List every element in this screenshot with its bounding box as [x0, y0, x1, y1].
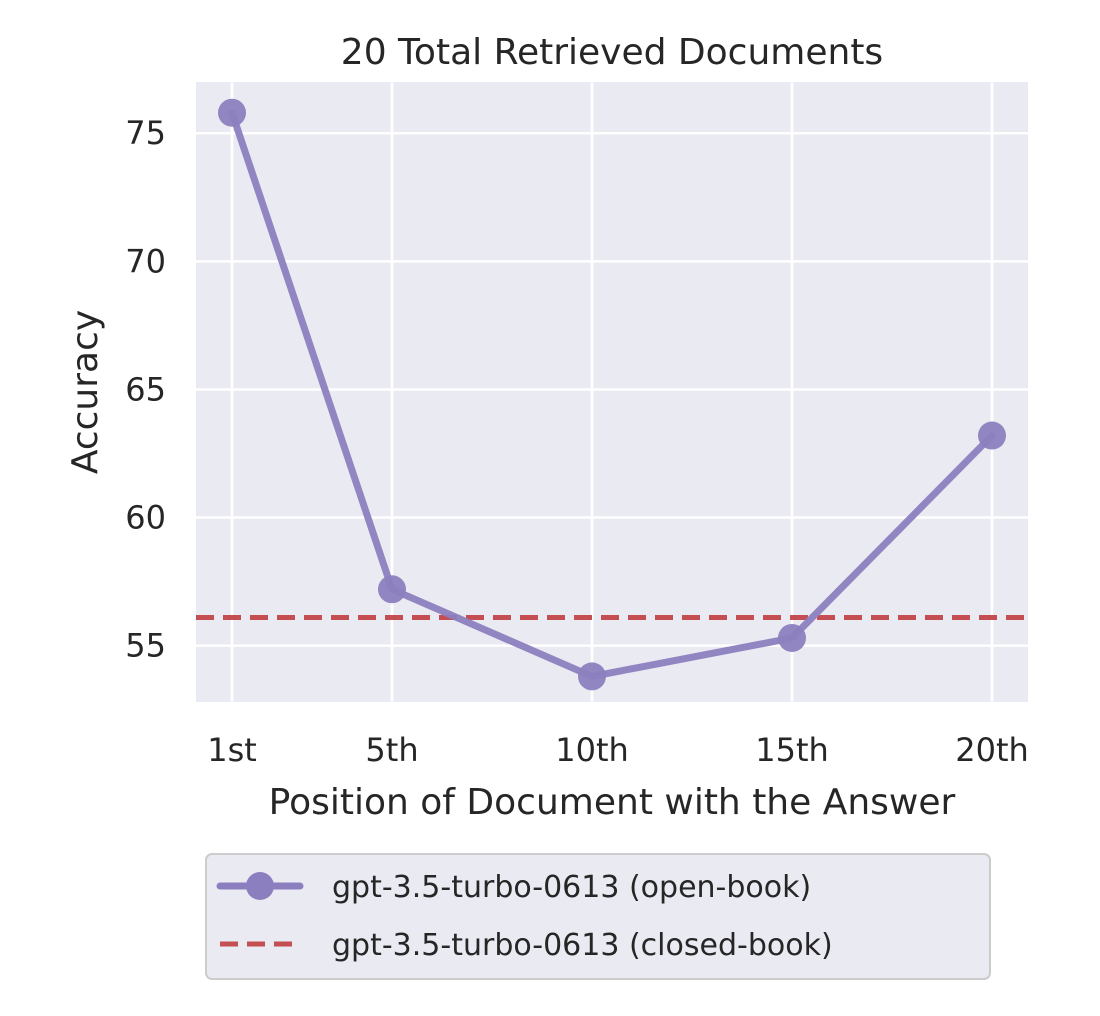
- y-tick-label-70: 70: [125, 242, 166, 280]
- x-tick-label-5th: 5th: [365, 731, 418, 769]
- open-book-point-10th: [578, 662, 606, 691]
- open-book-point-15th: [778, 623, 806, 652]
- open-book-point-20th: [978, 421, 1006, 450]
- y-axis-label: Accuracy: [65, 310, 106, 474]
- legend-closed-book-label: gpt-3.5-turbo-0613 (closed-book): [332, 928, 833, 963]
- x-axis-label: Position of Document with the Answer: [269, 782, 956, 823]
- x-tick-label-20th: 20th: [955, 731, 1029, 769]
- y-tick-label-75: 75: [125, 114, 166, 152]
- open-book-layer: [218, 98, 1006, 691]
- x-tick-label-1st: 1st: [207, 731, 257, 769]
- x-tick-label-15th: 15th: [755, 731, 829, 769]
- open-book-point-5th: [378, 575, 406, 604]
- y-tick-label-60: 60: [125, 499, 166, 537]
- y-tick-labels: 55 60 65 70 75: [125, 114, 166, 664]
- legend-box: [205, 853, 991, 980]
- y-tick-label-55: 55: [125, 627, 166, 665]
- grid-lines: [196, 82, 1028, 702]
- open-book-point-1st: [218, 98, 246, 127]
- chart-title: 20 Total Retrieved Documents: [341, 32, 883, 73]
- plot-area-background: [196, 82, 1028, 702]
- x-tick-label-10th: 10th: [555, 731, 629, 769]
- legend-open-book-label: gpt-3.5-turbo-0613 (open-book): [332, 870, 811, 905]
- y-tick-label-65: 65: [125, 370, 166, 408]
- x-tick-labels: 1st 5th 10th 15th 20th: [207, 731, 1029, 769]
- legend: gpt-3.5-turbo-0613 (open-book) gpt-3.5-t…: [205, 853, 991, 980]
- legend-open-book-marker: [246, 872, 274, 900]
